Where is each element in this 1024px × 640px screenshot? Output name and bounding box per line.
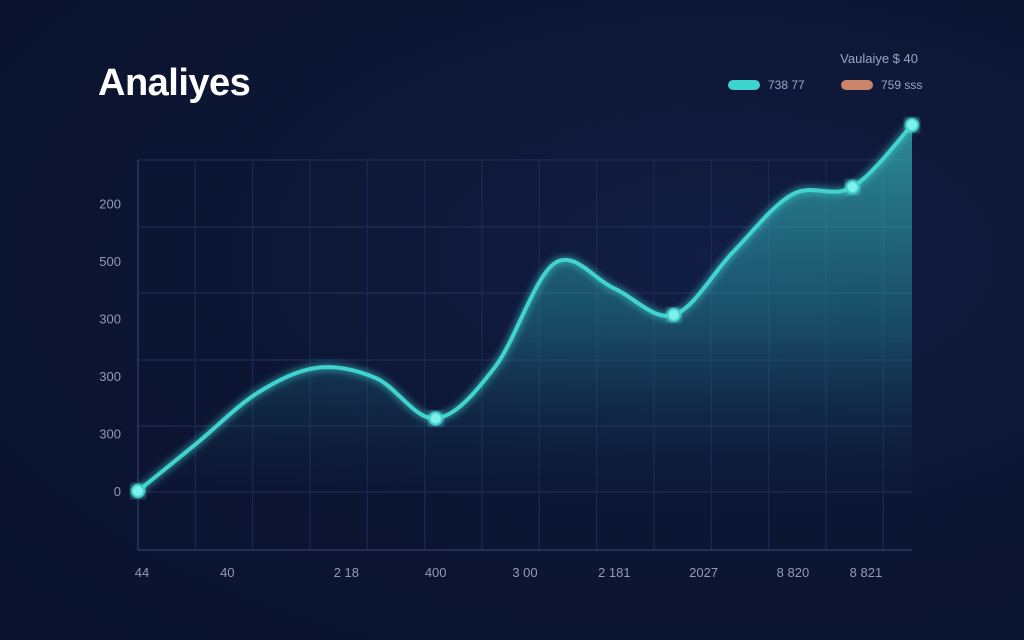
legend-heading: Vaulaiye $ 40 xyxy=(840,51,918,66)
data-point xyxy=(905,118,919,132)
y-tick-label: 200 xyxy=(99,196,121,211)
x-tick-label: 2027 xyxy=(689,565,718,580)
data-point xyxy=(131,484,145,498)
x-axis-ticks: 44 40 2 18 400 3 00 2 181 2027 8 820 8 821 xyxy=(135,565,882,580)
legend-item: 759 sss xyxy=(841,78,922,92)
x-tick-label: 400 xyxy=(425,565,447,580)
chart-title: Analiyes xyxy=(98,62,251,104)
legend-swatch xyxy=(841,80,873,90)
x-tick-label: 40 xyxy=(220,565,234,580)
y-axis-ticks: 0 300 300 300 500 200 xyxy=(99,196,121,499)
series-area xyxy=(138,125,912,491)
y-tick-label: 300 xyxy=(99,369,121,384)
data-point xyxy=(845,180,860,195)
y-tick-label: 300 xyxy=(99,426,121,441)
line-layer xyxy=(136,123,914,493)
data-point xyxy=(666,307,681,322)
area-layer xyxy=(138,125,912,491)
series-line xyxy=(136,123,914,493)
x-tick-label: 8 820 xyxy=(777,565,810,580)
legend-item: 738 77 xyxy=(728,78,805,92)
x-tick-label: 44 xyxy=(135,565,149,580)
x-tick-label: 2 18 xyxy=(334,565,359,580)
y-tick-label: 500 xyxy=(99,254,121,269)
y-tick-label: 0 xyxy=(114,484,121,499)
x-tick-label: 8 821 xyxy=(850,565,883,580)
marker-layer xyxy=(131,118,919,498)
data-point xyxy=(428,411,443,426)
y-tick-label: 300 xyxy=(99,311,121,326)
x-tick-label: 2 181 xyxy=(598,565,631,580)
legend-label: 759 sss xyxy=(881,78,923,92)
x-tick-label: 3 00 xyxy=(512,565,537,580)
legend-label: 738 77 xyxy=(768,78,805,92)
legend-swatch xyxy=(728,80,760,90)
